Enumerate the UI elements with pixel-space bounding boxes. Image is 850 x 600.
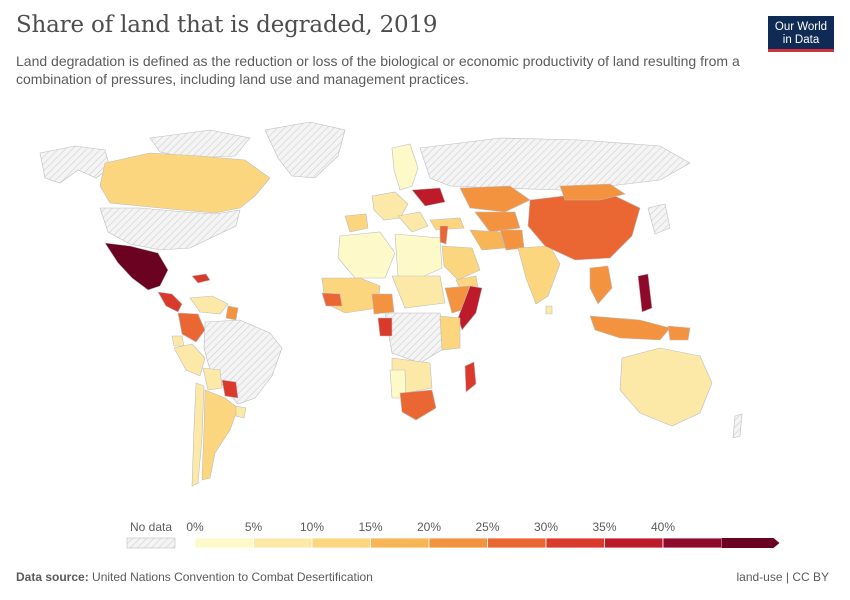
country-canada[interactable] [99, 152, 271, 214]
country-north-africa-west[interactable] [337, 231, 396, 279]
country-india[interactable] [517, 245, 561, 305]
legend-bin-label: 35% [592, 520, 616, 534]
country-southeast-asia[interactable] [589, 265, 613, 305]
legend-bin-swatch[interactable] [253, 537, 313, 549]
country-west-africa-coast[interactable] [321, 292, 343, 307]
country-papua[interactable] [667, 325, 691, 341]
country-east-africa[interactable] [439, 315, 461, 351]
country-somalia[interactable] [457, 285, 483, 331]
data-source: Data source: United Nations Convention t… [16, 570, 373, 584]
country-argentina[interactable] [201, 389, 239, 481]
country-levant[interactable] [439, 225, 449, 245]
country-sri-lanka[interactable] [545, 305, 553, 315]
country-italy-balkans[interactable] [397, 211, 429, 233]
country-madagascar[interactable] [464, 361, 477, 393]
country-gabon[interactable] [377, 317, 393, 337]
country-nigeria[interactable] [371, 293, 395, 315]
country-peru[interactable] [173, 343, 206, 377]
legend-bin-label: 5% [245, 520, 263, 534]
legend-bin-label: 20% [417, 520, 441, 534]
country-caribbean[interactable] [191, 273, 211, 284]
data-source-label: Data source: [16, 570, 89, 584]
country-central-africa[interactable] [384, 312, 446, 364]
country-chile[interactable] [191, 382, 205, 487]
legend-bin-label: 30% [534, 520, 558, 534]
country-arctic-islands[interactable] [149, 129, 251, 159]
legend-bin-swatch[interactable] [487, 537, 547, 549]
country-saudi-arabia[interactable] [441, 245, 481, 281]
color-legend: No data 0% 5% 10% 15% 20% 25% 30% 35% 40% [0, 515, 850, 555]
country-ukraine[interactable] [411, 187, 446, 207]
chart-subtitle: Land degradation is defined as the reduc… [16, 53, 740, 87]
country-south-africa[interactable] [399, 389, 437, 421]
country-mexico[interactable] [104, 242, 169, 291]
legend-bin-swatch-last[interactable] [721, 538, 780, 548]
country-indonesia[interactable] [589, 315, 671, 341]
country-scandinavia[interactable] [391, 143, 419, 191]
legend-bin-swatch[interactable] [194, 537, 254, 549]
country-ecuador[interactable] [171, 335, 185, 347]
legend-bin-label: 15% [358, 520, 382, 534]
country-uruguay[interactable] [235, 405, 247, 419]
country-alaska[interactable] [39, 145, 111, 184]
license-text[interactable]: land-use | CC BY [736, 570, 830, 584]
country-brazil[interactable] [203, 319, 283, 405]
legend-bin-swatch[interactable] [545, 537, 605, 549]
legend-bin-swatch[interactable] [662, 537, 722, 549]
owid-logo[interactable]: Our World in Data [768, 16, 834, 52]
logo-line-2: in Data [782, 33, 820, 46]
country-north-africa-east[interactable] [394, 233, 443, 279]
legend-bin-swatch[interactable] [428, 537, 488, 549]
legend-bin-label: 25% [475, 520, 499, 534]
country-japan-korea[interactable] [647, 203, 671, 235]
legend-no-data-swatch [126, 537, 176, 549]
country-guyana-region[interactable] [225, 305, 239, 321]
country-central-asia[interactable] [474, 211, 521, 233]
country-philippines[interactable] [637, 273, 653, 313]
country-bolivia[interactable] [202, 367, 223, 391]
country-colombia[interactable] [177, 312, 206, 343]
country-turkey[interactable] [429, 217, 465, 231]
country-united-states[interactable] [99, 207, 241, 251]
legend-bin-swatch[interactable] [370, 537, 430, 549]
country-greenland[interactable] [264, 121, 346, 179]
legend-bin-swatch[interactable] [604, 537, 664, 549]
country-venezuela[interactable] [189, 295, 229, 315]
country-australia[interactable] [619, 347, 713, 427]
country-central-america[interactable] [157, 291, 183, 313]
country-mongolia[interactable] [559, 183, 626, 201]
country-russia[interactable] [419, 137, 691, 191]
chart-title: Share of land that is degraded, 2019 [16, 12, 438, 38]
country-iberia[interactable] [344, 213, 369, 233]
country-iran[interactable] [469, 229, 506, 251]
legend-bin-swatch[interactable] [311, 537, 371, 549]
country-paraguay[interactable] [221, 379, 239, 399]
legend-no-data-label: No data [130, 520, 172, 534]
legend-bin-label: 10% [300, 520, 324, 534]
legend-bin-label: 40% [651, 520, 675, 534]
world-map[interactable] [0, 108, 850, 518]
country-chad-sudan[interactable] [391, 275, 446, 309]
data-source-text[interactable]: United Nations Convention to Combat Dese… [92, 570, 373, 584]
country-new-zealand[interactable] [732, 413, 743, 439]
legend-bin-label: 0% [186, 520, 204, 534]
country-kazakhstan[interactable] [459, 185, 531, 213]
logo-line-1: Our World [774, 21, 828, 33]
